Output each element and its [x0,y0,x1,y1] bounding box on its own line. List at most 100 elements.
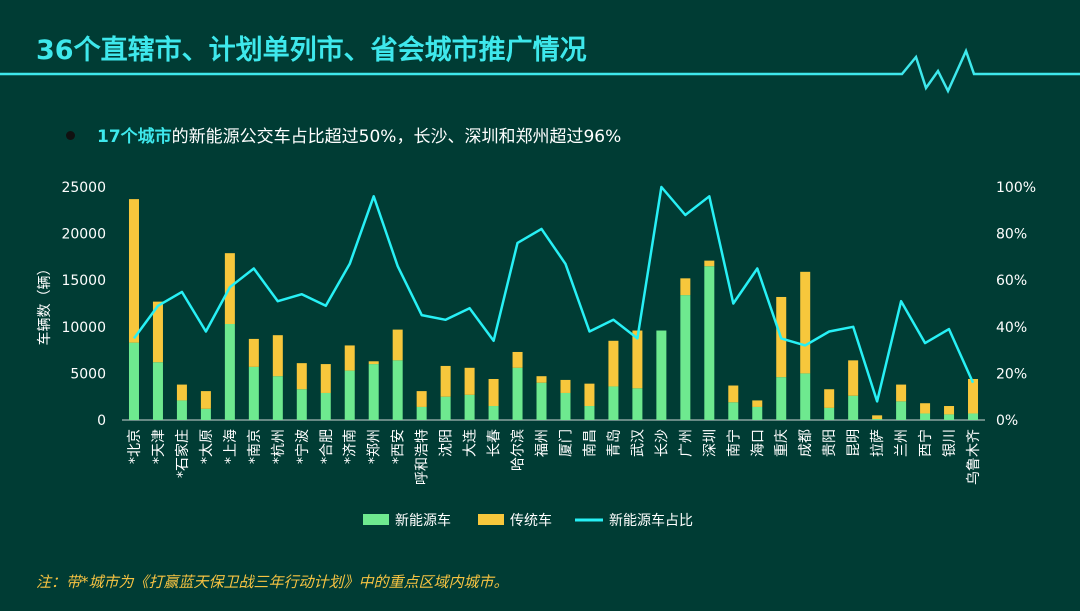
y-left-tick-label: 5000 [70,366,106,382]
bar-traditional [272,335,283,377]
bar-traditional [488,378,499,407]
x-tick-label: *郑州 [367,429,383,464]
x-tick-label: 成都 [798,429,814,457]
x-tick-label: 深圳 [702,429,718,457]
header-pulse-line [0,47,1080,94]
y-left-tick-label: 0 [97,413,106,429]
x-tick-label: *上海 [223,429,239,464]
bar-traditional [728,385,739,403]
x-tick-label: 厦门 [558,429,574,457]
x-tick-label: *太原 [199,429,215,464]
x-tick-label: 武汉 [630,429,646,457]
bar-new-energy [416,406,427,420]
bar-traditional [560,379,571,393]
x-tick-label: 青岛 [606,429,622,457]
y-right-tick-label: 60% [996,273,1027,289]
x-tick-label: *济南 [343,429,359,464]
x-tick-label: *北京 [127,429,143,464]
bar-traditional [848,360,859,396]
x-tick-label: 大连 [463,429,479,457]
x-tick-label: 乌鲁木齐 [966,429,982,485]
bar-traditional [680,278,691,296]
bar-new-energy [584,406,595,420]
summary-bullet: 17个城市的新能源公交车占比超过50%，长沙、深圳和郑州超过96% [66,122,621,147]
legend-swatch-new-energy [363,514,389,525]
bar-new-energy [776,377,787,420]
y-right-tick-label: 100% [996,180,1036,196]
bar-traditional [392,329,403,361]
footnote-text: 城市为《打赢蓝天保卫战三年行动计划》中的重点区域内城市。 [88,573,509,591]
x-tick-label: 重庆 [774,429,790,457]
bar-new-energy [656,330,667,420]
footnote: 注：带*城市为《打赢蓝天保卫战三年行动计划》中的重点区域内城市。 [36,571,509,592]
legend-label-new-energy: 新能源车 [395,512,451,529]
bar-new-energy [128,342,139,420]
bar-traditional [464,367,475,395]
x-tick-label: *天津 [151,429,167,464]
x-tick-label: 拉萨 [870,429,886,457]
page-title: 36个直辖市、计划单列市、省会城市推广情况 [36,35,587,66]
y-left-tick-label: 25000 [61,180,106,196]
y-axis-label: 车辆数（辆） [36,262,53,346]
bar-traditional [512,351,523,368]
bar-new-energy [944,414,955,420]
bar-traditional [152,301,163,363]
y-left-tick-label: 20000 [61,227,106,243]
stacked-bar-line-chart: 0 5000 10000 15000 20000 25000 0% 20% 40% 60% 80% 1… [36,180,1036,529]
bar-new-energy [704,266,715,420]
header-decoration [0,47,1080,94]
bar-traditional [248,338,259,367]
x-tick-label: *西安 [391,429,407,464]
bar-traditional [752,400,763,407]
bar-traditional [920,403,931,414]
summary-text: 的新能源公交车占比超过50%，长沙、深圳和郑州超过96% [171,127,622,147]
bar-traditional [704,260,715,267]
bar-traditional [968,378,979,414]
bar-new-energy [752,406,763,420]
bar-new-energy [920,413,931,420]
bullet-dot [66,130,75,140]
bar-traditional [440,365,451,397]
summary-highlight: 17个城市 [97,127,172,147]
x-tick-label: 银川 [942,429,958,457]
y-right-tick-label: 40% [996,320,1027,336]
bar-traditional [416,391,427,407]
x-tick-label: *杭州 [271,429,287,464]
x-tick-label: 海口 [750,429,766,457]
x-tick-label: 兰州 [894,429,910,457]
bar-new-energy [152,362,163,420]
bar-traditional [176,384,187,401]
bar-new-energy [632,388,643,420]
legend-swatch-traditional [478,514,504,525]
x-tick-label: *南京 [247,429,263,464]
x-tick-label: 哈尔滨 [511,429,527,471]
x-tick-label: 南宁 [725,429,742,457]
footnote-prefix: 注：带 [36,573,82,591]
x-tick-label: *宁波 [294,429,311,464]
x-tick-label: 贵阳 [822,429,838,457]
footnote-star: * [81,573,89,591]
bar-traditional [536,376,547,383]
bar-new-energy [200,408,211,420]
bar-new-energy [440,396,451,420]
bar-traditional [344,345,355,371]
bar-new-energy [512,367,523,420]
x-tick-label: *合肥 [319,429,335,464]
x-tick-label: 南昌 [582,429,598,457]
bar-traditional [944,406,955,415]
bar-new-energy [848,395,859,420]
bar-traditional [896,384,907,402]
bar-new-energy [608,386,619,420]
bar-new-energy [896,401,907,420]
x-tick-label: 呼和浩特 [415,429,431,485]
bar-traditional [320,364,331,393]
series-line-ratio [132,185,975,403]
y-left-tick-label: 10000 [61,320,106,336]
bar-new-energy [536,382,547,420]
bar-new-energy [272,376,283,420]
bar-traditional [584,383,595,407]
x-tick-label: *石家庄 [174,429,191,478]
legend-label-traditional: 传统车 [510,512,552,529]
bar-new-energy [824,407,835,420]
bar-new-energy [176,400,187,420]
